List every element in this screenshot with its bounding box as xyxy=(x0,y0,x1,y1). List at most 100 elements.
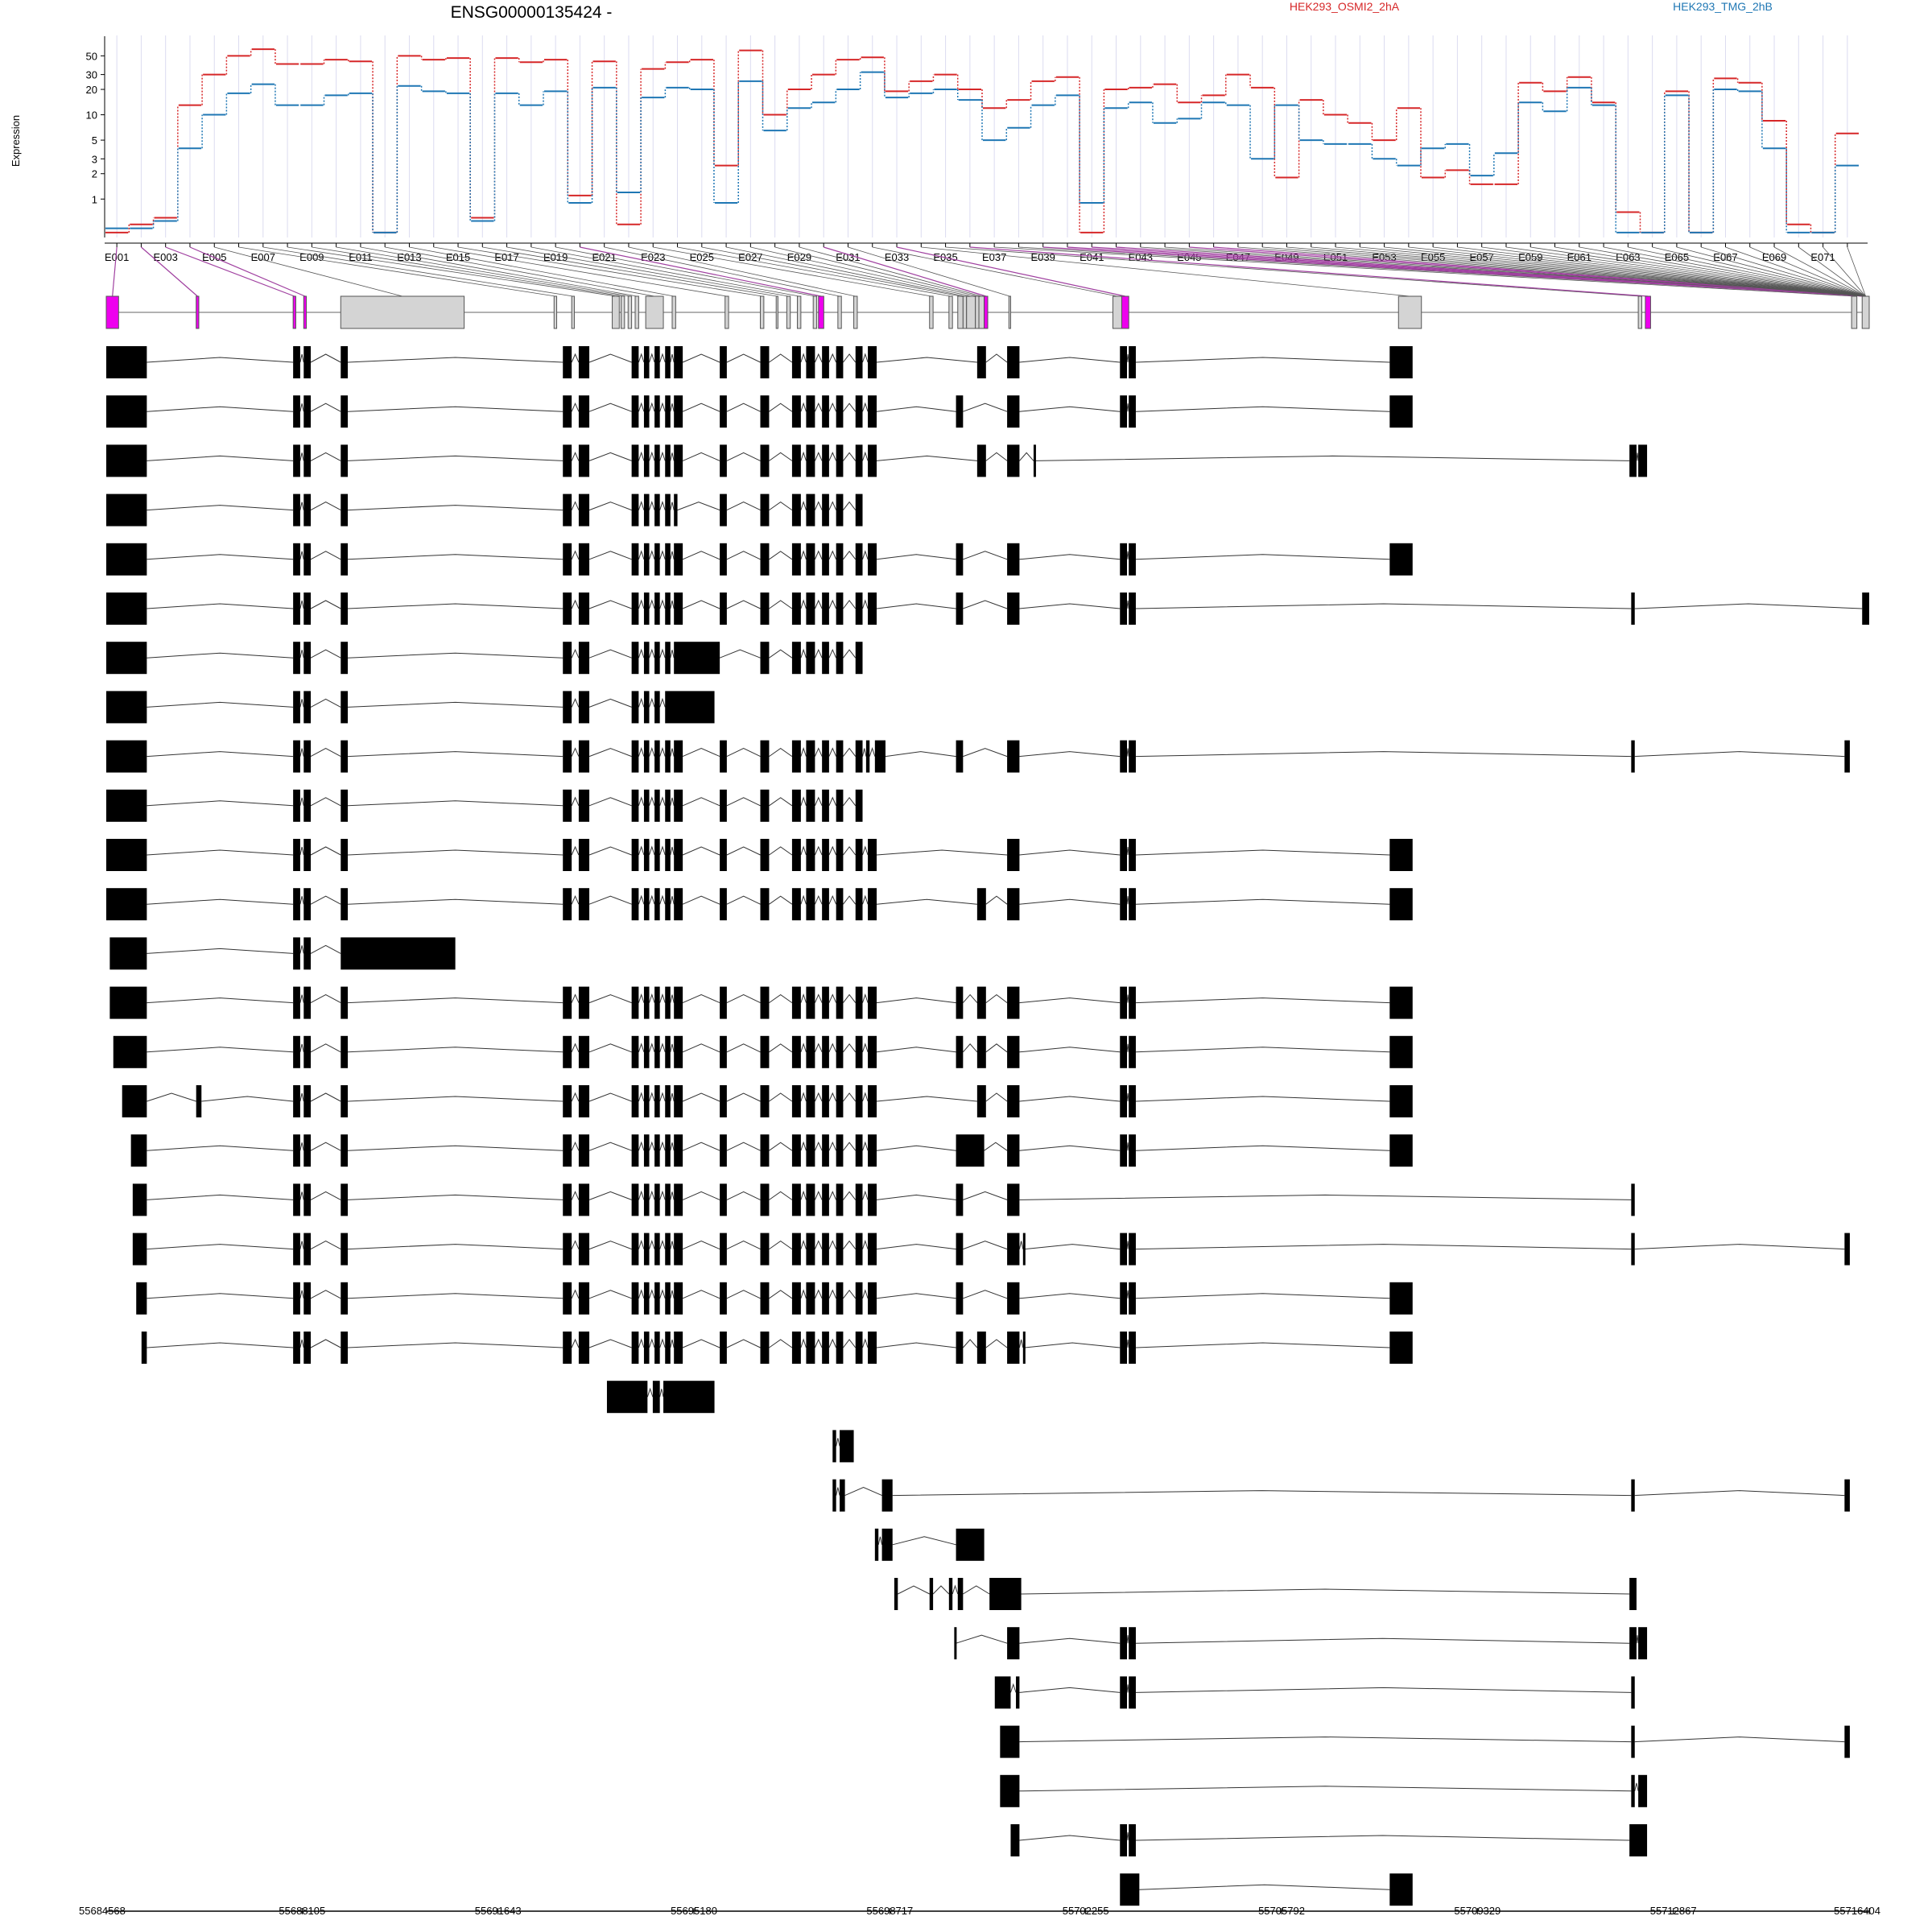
intron-14-13 xyxy=(769,993,793,1004)
transcript-exon-8-10 xyxy=(665,691,715,724)
transcript-exon-17-20 xyxy=(956,1134,985,1167)
transcript-2 xyxy=(106,395,1413,428)
intron-1-6 xyxy=(588,353,632,363)
transcript-exon-9-10 xyxy=(665,740,671,773)
intron-21-22 xyxy=(1018,1339,1024,1348)
intron-21-16 xyxy=(828,1338,837,1348)
transcript-exon-17-3 xyxy=(303,1134,312,1167)
intron-19-24 xyxy=(1135,1244,1632,1250)
transcript-exon-16-13 xyxy=(720,1085,727,1117)
intron-3-14 xyxy=(800,451,807,461)
transcript-exon-26-4 xyxy=(957,1578,964,1610)
transcript-exon-5-18 xyxy=(855,543,863,576)
transcript-exon-16-11 xyxy=(665,1085,671,1117)
transcript-exon-18-6 xyxy=(578,1183,590,1216)
genomic-tick-label-55712867: 55712867 xyxy=(1650,1905,1697,1916)
intron-11-9 xyxy=(659,845,666,856)
transcript-exon-9-26 xyxy=(1844,740,1850,773)
intron-1-5 xyxy=(571,353,580,363)
connector-E069 xyxy=(1773,246,1866,297)
transcript-exon-15-9 xyxy=(654,1035,660,1068)
transcript-exon-20-16 xyxy=(822,1282,829,1315)
transcript-exon-9-24 xyxy=(1129,740,1136,773)
transcript-exon-10-18 xyxy=(855,789,863,822)
intron-7-14 xyxy=(814,648,823,659)
intron-11-3 xyxy=(310,846,341,856)
connector-E005 xyxy=(214,246,403,297)
transcript-exon-11-10 xyxy=(665,839,671,871)
transcript-exon-12-6 xyxy=(578,888,590,921)
transcript-exon-9-4 xyxy=(341,740,349,773)
intron-3-10 xyxy=(670,452,675,461)
intron-21-5 xyxy=(571,1338,580,1348)
intron-6-7 xyxy=(638,599,645,609)
transcript-exon-14-19 xyxy=(868,986,877,1019)
intron-18-13 xyxy=(769,1191,793,1200)
transcript-exon-21-10 xyxy=(665,1332,671,1364)
transcript-exon-19-9 xyxy=(654,1233,660,1266)
intron-19-7 xyxy=(638,1239,645,1249)
transcript-exon-14-8 xyxy=(643,986,650,1019)
transcript-exon-15-8 xyxy=(643,1035,650,1068)
intron-31-2 xyxy=(1126,1831,1129,1841)
transcript-exon-15-23 xyxy=(1120,1035,1128,1068)
transcript-exon-7-6 xyxy=(578,642,590,675)
transcript-exon-21-19 xyxy=(868,1332,877,1364)
intron-8-6 xyxy=(588,698,632,708)
intron-1-9 xyxy=(659,353,666,363)
exon-tick-label-E007: E007 xyxy=(251,251,275,263)
transcript-exon-9-5 xyxy=(563,740,572,773)
intron-3-19 xyxy=(876,455,977,461)
transcript-exon-2-18 xyxy=(855,395,863,428)
transcript-exon-13-2 xyxy=(293,937,300,970)
transcript-exon-29-2 xyxy=(1631,1725,1635,1758)
intron-11-14 xyxy=(800,845,807,856)
transcript-exon-6-10 xyxy=(665,593,671,625)
intron-1-21 xyxy=(1019,357,1121,363)
intron-17-7 xyxy=(638,1141,645,1151)
transcript-exon-3-4 xyxy=(341,444,349,477)
intron-20-20 xyxy=(963,1290,1008,1299)
gene-model-exon-E015 xyxy=(759,295,765,329)
transcript-exon-12-8 xyxy=(643,888,650,921)
intron-3-6 xyxy=(588,452,632,461)
transcript-exon-5-7 xyxy=(631,543,639,576)
transcript-exon-31-3 xyxy=(1129,1824,1136,1856)
transcript-exon-14-25 xyxy=(1389,986,1413,1019)
connector-E065 xyxy=(1676,246,1866,297)
transcript-exon-18-10 xyxy=(665,1183,671,1216)
transcript-9 xyxy=(106,740,1850,773)
intron-10-13 xyxy=(769,797,793,807)
intron-17-6 xyxy=(588,1142,632,1151)
intron-18-21 xyxy=(1019,1194,1632,1200)
intron-21-25 xyxy=(1135,1342,1390,1348)
intron-6-16 xyxy=(828,599,837,609)
intron-5-13 xyxy=(769,551,793,560)
intron-15-1 xyxy=(147,1047,294,1053)
transcript-exon-19-23 xyxy=(1120,1233,1128,1266)
intron-9-4 xyxy=(348,751,564,758)
transcript-exon-8-7 xyxy=(631,691,639,724)
intron-5-3 xyxy=(310,551,341,560)
intron-18-11 xyxy=(682,1191,720,1200)
intron-2-5 xyxy=(571,402,580,412)
intron-17-8 xyxy=(649,1141,655,1151)
transcript-exon-27-1 xyxy=(954,1627,957,1660)
intron-4-7 xyxy=(638,500,645,510)
transcript-exon-4-10 xyxy=(665,493,671,526)
transcript-exon-9-7 xyxy=(631,740,639,773)
intron-5-2 xyxy=(299,551,304,560)
transcript-exon-1-15 xyxy=(806,346,815,378)
intron-8-9 xyxy=(659,697,666,708)
intron-19-9 xyxy=(659,1239,666,1249)
transcript-exon-21-26 xyxy=(1389,1332,1413,1364)
connector-E019 xyxy=(555,246,815,297)
transcript-exon-15-17 xyxy=(836,1035,844,1068)
intron-14-1 xyxy=(147,997,294,1004)
gene-model-exon-E021 xyxy=(837,295,842,329)
intron-11-17 xyxy=(843,846,857,856)
intron-14-14 xyxy=(800,993,807,1003)
intron-27-4 xyxy=(1135,1637,1630,1644)
transcript-exon-12-16 xyxy=(822,888,829,921)
intron-10-14 xyxy=(800,796,807,806)
